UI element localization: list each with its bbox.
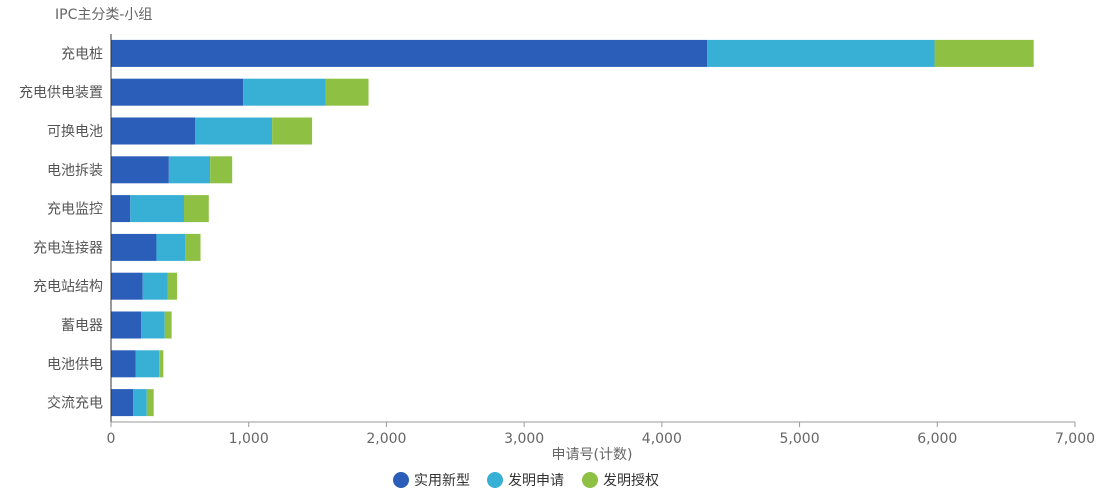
bar-segment[interactable] [165,312,172,339]
bar-segment[interactable] [111,79,243,106]
category-label: 可换电池 [47,123,103,140]
legend-marker[interactable] [582,472,598,488]
bar-segment[interactable] [143,273,168,300]
bar-segment[interactable] [111,273,143,300]
bar-segment[interactable] [111,156,169,183]
category-label: 交流充电 [47,395,103,412]
category-label: 充电监控 [47,202,103,218]
x-tick-label: 1,000 [229,431,269,447]
bar-segment[interactable] [272,118,312,145]
bar-segment[interactable] [130,195,184,222]
x-tick-label: 4,000 [642,431,682,447]
bar-segment[interactable] [243,79,326,106]
category-label: 电池供电 [47,357,103,373]
bar-segment[interactable] [147,389,154,416]
bar-segment[interactable] [707,40,934,67]
bar-segment[interactable] [111,195,130,222]
bar-segment[interactable] [111,40,707,67]
bar-segment[interactable] [133,389,147,416]
bar-segment[interactable] [169,156,210,183]
bar-segment[interactable] [136,350,159,377]
x-tick-label: 2,000 [366,431,406,447]
bar-segment[interactable] [141,312,164,339]
legend-marker[interactable] [487,472,503,488]
x-axis-title: 申请号(计数) [552,447,633,463]
bar-segment[interactable] [195,118,272,145]
bar-segment[interactable] [210,156,232,183]
bar-segment[interactable] [111,389,133,416]
x-tick-label: 7,000 [1055,431,1095,447]
bar-segment[interactable] [111,312,141,339]
bar-segment[interactable] [184,195,209,222]
category-label: 充电连接器 [33,239,103,256]
bar-segment[interactable] [111,118,195,145]
bar-segment[interactable] [156,234,185,261]
legend-label[interactable]: 发明申请 [508,473,564,489]
legend-label[interactable]: 发明授权 [603,473,659,489]
x-tick-label: 3,000 [504,431,544,447]
bar-segment[interactable] [326,79,369,106]
x-tick-label: 6,000 [917,431,957,447]
bar-segment[interactable] [167,273,177,300]
category-label: 充电桩 [61,45,103,62]
bar-segment[interactable] [111,234,156,261]
category-labels: 充电桩充电供电装置可换电池电池拆装充电监控充电连接器充电站结构蓄电器电池供电交流… [19,45,103,411]
category-label: 蓄电器 [61,318,103,334]
bar-segment[interactable] [935,40,1034,67]
legend[interactable]: 实用新型 发明申请 发明授权 [393,472,659,489]
bars-layer [111,40,1034,416]
bar-segment[interactable] [111,350,136,377]
x-tick-label: 5,000 [780,431,820,447]
category-label: 电池拆装 [47,163,103,179]
x-tick-labels: 0 1,000 2,000 3,000 4,000 5,000 6,000 7,000 [107,422,1096,447]
bar-segment[interactable] [159,350,163,377]
legend-marker[interactable] [393,472,409,488]
bar-segment[interactable] [185,234,200,261]
category-label: 充电供电装置 [19,85,103,101]
x-tick-label: 0 [107,431,116,447]
category-label: 充电站结构 [33,279,103,295]
y-axis-title: IPC主分类-小组 [55,7,152,23]
legend-label[interactable]: 实用新型 [414,473,470,489]
